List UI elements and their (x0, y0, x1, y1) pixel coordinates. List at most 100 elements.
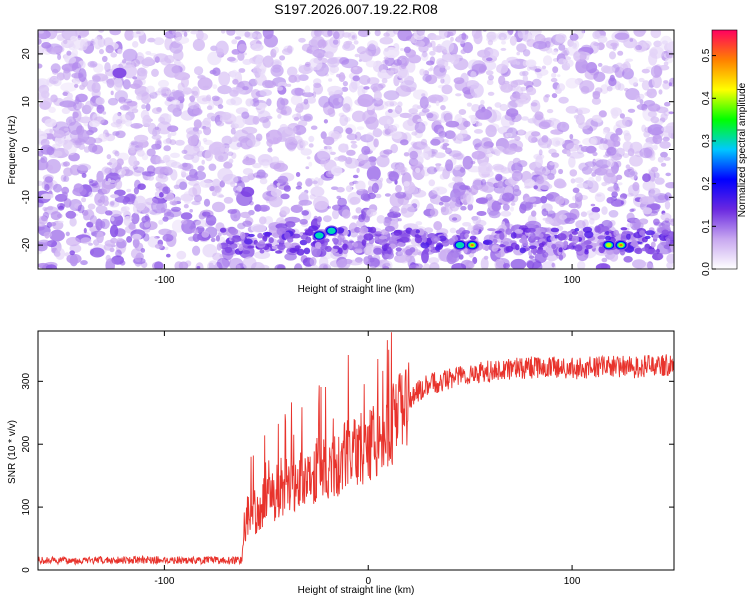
heatmap-cell (633, 175, 638, 181)
heatmap-cell (262, 55, 274, 68)
heatmap-cell (459, 232, 467, 240)
heatmap-cell (232, 78, 239, 85)
heatmap-cell (379, 177, 384, 183)
heatmap-cell (487, 34, 497, 42)
heatmap-cell (551, 93, 558, 99)
heatmap-cell (486, 36, 493, 42)
heatmap-cell (63, 175, 70, 182)
heatmap-cell (293, 263, 303, 269)
heatmap-cell (132, 165, 138, 170)
heatmap-cell (42, 206, 48, 211)
heatmap-cell (69, 250, 75, 256)
heatmap-cell (141, 153, 149, 161)
heatmap-cell (395, 247, 402, 252)
heatmap-cell (110, 237, 118, 244)
heatmap-cell (338, 247, 343, 255)
heatmap-cell (404, 75, 415, 86)
heatmap-cell (305, 236, 312, 244)
heatmap-cell (500, 83, 513, 93)
heatmap-cell (283, 185, 291, 192)
heatmap-cell (74, 203, 81, 209)
heatmap-cell (49, 229, 65, 242)
heatmap-cell (641, 80, 651, 91)
heatmap-cell (170, 152, 180, 158)
heatmap-cell (191, 152, 200, 164)
heatmap-cell (495, 173, 503, 182)
heatmap-cell (372, 128, 383, 138)
heatmap-cell (400, 233, 410, 238)
heatmap-cell (420, 52, 429, 61)
heatmap-cell (292, 135, 303, 144)
heatmap-cell (40, 138, 50, 147)
heatmap-cell (189, 139, 195, 146)
heatmap-cell (294, 245, 301, 250)
heatmap-cell (98, 30, 105, 33)
heatmap-cell (375, 193, 382, 199)
heatmap-cell (223, 196, 234, 204)
snr-frame (37, 330, 675, 571)
heatmap-cell (497, 180, 504, 189)
heatmap-cell (505, 132, 513, 138)
heatmap-cell (208, 163, 217, 171)
heatmap-cell (162, 186, 171, 194)
heatmap-cell (361, 211, 366, 220)
heatmap-cell (188, 95, 195, 101)
heatmap-cell (530, 102, 538, 107)
heatmap-cell (313, 196, 329, 210)
heatmap-cell (132, 41, 139, 48)
heatmap-cell (615, 127, 623, 136)
heatmap-cell (551, 243, 557, 250)
heatmap-cell (450, 36, 454, 42)
heatmap-cell (280, 98, 289, 106)
heatmap-cell (480, 99, 485, 105)
heatmap-cell (264, 80, 277, 89)
heatmap-cell (376, 99, 384, 105)
heatmap-cell (103, 243, 114, 251)
heatmap-hotspot (455, 241, 465, 249)
heatmap-cell (526, 87, 537, 96)
heatmap-cell (104, 62, 111, 73)
heatmap-cell (181, 149, 188, 154)
heatmap-cell (240, 231, 246, 240)
heatmap-cell (391, 130, 402, 140)
heatmap-cell (153, 37, 165, 46)
heatmap-cell (73, 135, 78, 140)
heatmap-cell (101, 182, 111, 195)
heatmap-cell (83, 146, 90, 153)
heatmap-cell (164, 167, 173, 175)
heatmap-cell (625, 164, 631, 169)
heatmap-cell (353, 40, 359, 45)
heatmap-cell (366, 208, 377, 217)
heatmap-cell (532, 41, 548, 50)
heatmap-cell (483, 255, 489, 260)
heatmap-cell (247, 245, 255, 249)
heatmap-cell (460, 49, 467, 55)
heatmap-cell (130, 140, 138, 146)
heatmap-cell (642, 40, 652, 48)
heatmap-cell (198, 32, 209, 41)
heatmap-cell (668, 111, 674, 115)
heatmap-cell (442, 139, 449, 144)
heatmap-cell (566, 142, 580, 152)
heatmap-cell (192, 233, 200, 243)
heatmap-cell (81, 197, 87, 203)
heatmap-cell (471, 216, 479, 221)
heatmap-cell (544, 40, 551, 48)
heatmap-cell (408, 54, 422, 64)
heatmap-cell (114, 150, 120, 157)
heatmap-cell (298, 199, 313, 206)
heatmap-cell (642, 207, 653, 215)
heatmap-cell (317, 39, 327, 49)
heatmap-cell (428, 257, 440, 264)
heatmap-cell (132, 238, 140, 246)
heatmap-cell (183, 31, 188, 37)
heatmap-cell (451, 263, 467, 269)
heatmap-cell (46, 133, 55, 140)
heatmap-cell (605, 235, 612, 241)
heatmap-cell (336, 195, 342, 200)
heatmap-cell (145, 103, 151, 112)
heatmap-cell (78, 68, 87, 82)
heatmap-cell (112, 112, 123, 126)
heatmap-cell (366, 165, 381, 182)
heatmap-cell (255, 133, 263, 142)
